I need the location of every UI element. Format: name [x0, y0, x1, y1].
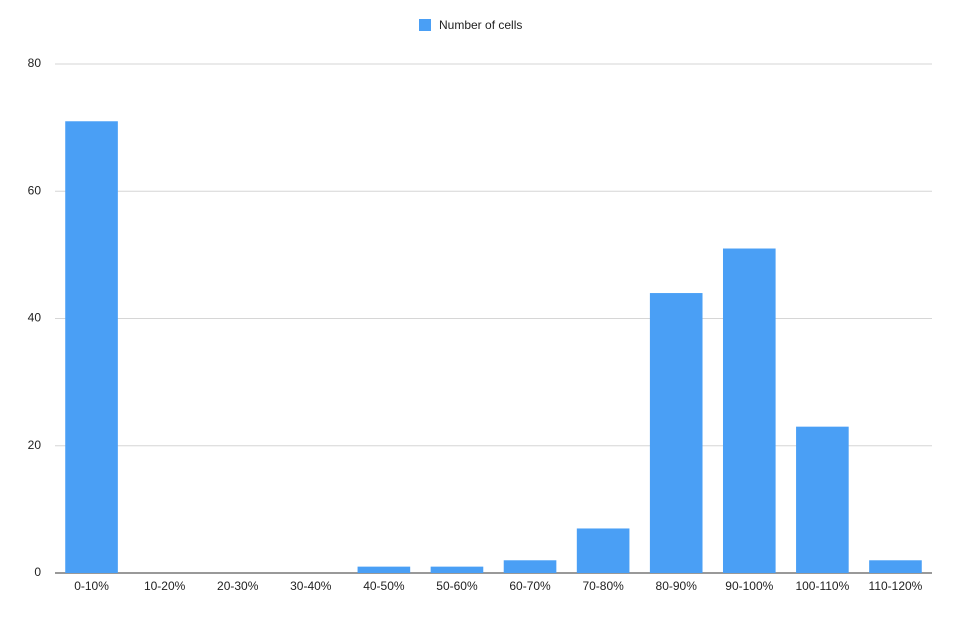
- x-tick-label: 10-20%: [144, 579, 186, 593]
- bar: [357, 566, 411, 573]
- x-tick-label: 40-50%: [363, 579, 405, 593]
- bar: [796, 426, 849, 573]
- y-tick-label: 80: [28, 56, 42, 70]
- bar: [722, 248, 776, 573]
- x-tick-label: 50-60%: [436, 579, 478, 593]
- x-tick-label: 110-120%: [869, 579, 923, 593]
- x-tick-label: 100-110%: [795, 579, 849, 593]
- x-tick-label: 20-30%: [217, 579, 259, 593]
- y-tick-label: 60: [28, 183, 42, 197]
- bar: [65, 121, 118, 573]
- bar: [430, 566, 484, 573]
- bar: [503, 560, 557, 573]
- legend-label: Number of cells: [439, 18, 522, 32]
- x-tick-label: 90-100%: [725, 579, 773, 593]
- x-tick-label: 70-80%: [582, 579, 624, 593]
- y-tick-label: 0: [34, 565, 41, 579]
- x-tick-label: 80-90%: [656, 579, 698, 593]
- x-tick-label: 30-40%: [290, 579, 332, 593]
- bar: [649, 293, 703, 573]
- y-tick-label: 20: [28, 438, 42, 452]
- x-tick-label: 60-70%: [509, 579, 551, 593]
- bar: [576, 528, 630, 573]
- y-tick-label: 40: [28, 311, 42, 325]
- legend-swatch: [419, 19, 431, 31]
- x-tick-label: 0-10%: [74, 579, 109, 593]
- bar: [869, 560, 922, 573]
